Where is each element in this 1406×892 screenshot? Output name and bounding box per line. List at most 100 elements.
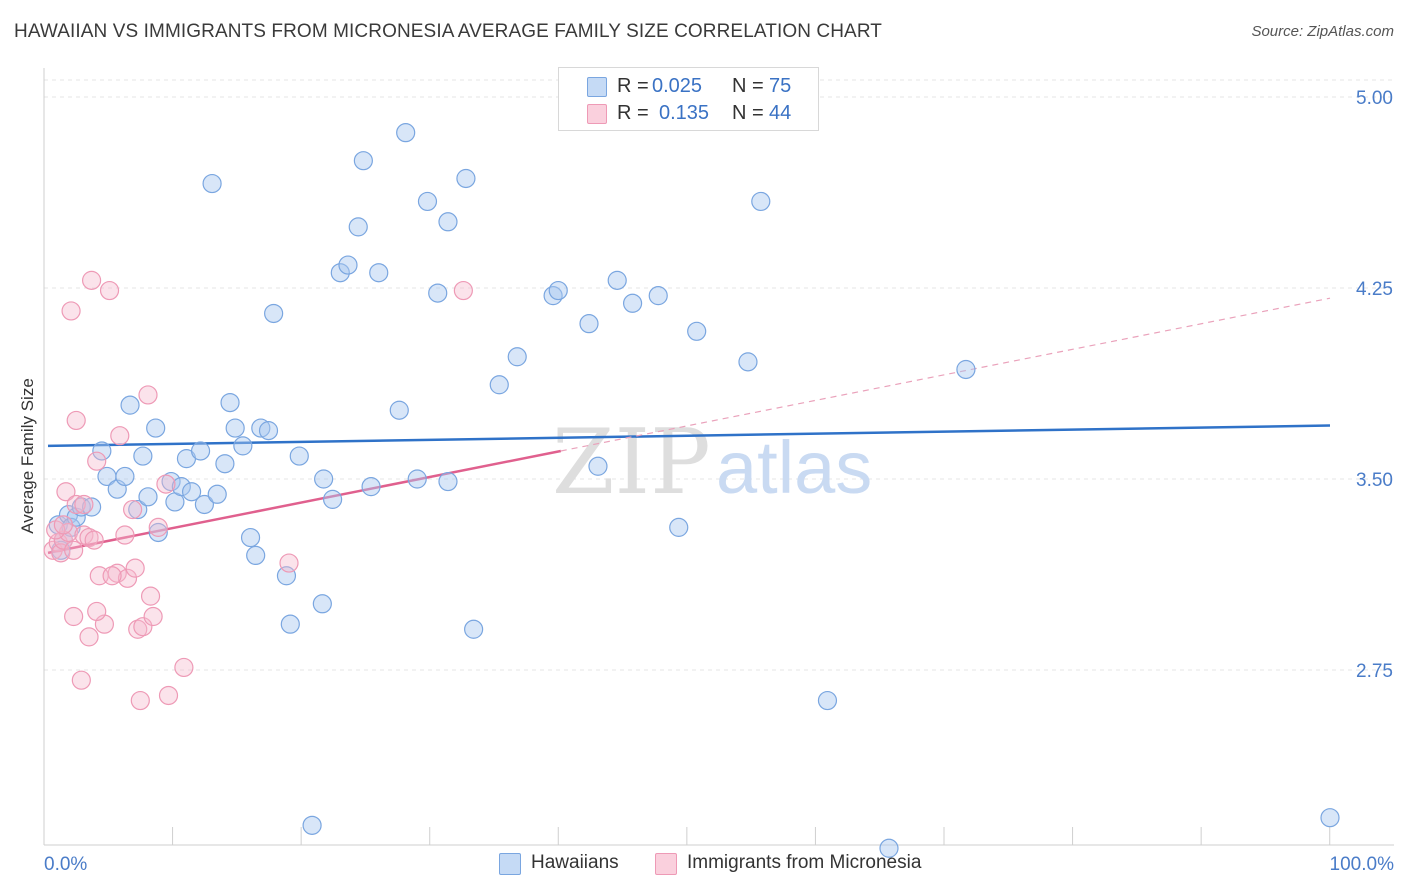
hawaiian-point: [361, 477, 381, 497]
micronesia-point: [64, 540, 84, 560]
bottom-legend-swatch-hawaiians: [499, 853, 521, 875]
hawaiian-point: [181, 482, 202, 502]
hawaiian-point: [92, 441, 112, 461]
micronesia-point: [99, 280, 120, 301]
micronesia-point: [279, 553, 299, 573]
hawaiian-point: [264, 303, 284, 324]
hawaiian-point: [330, 263, 350, 283]
micronesia-point: [107, 563, 127, 583]
hawaiian-point: [338, 255, 358, 275]
hawaiian-point: [428, 283, 448, 303]
hawaiian-point: [548, 280, 568, 301]
micronesia-point: [71, 670, 91, 690]
micronesia-point: [87, 451, 107, 471]
legend-n-value: 75: [769, 75, 792, 97]
y-tick-label: 2.75: [1356, 661, 1393, 682]
micronesia-point: [79, 627, 99, 647]
hawaiian-point: [225, 418, 245, 438]
hawaiian-point: [280, 614, 300, 634]
micronesia-point: [61, 301, 81, 321]
hawaiian-point: [1320, 808, 1340, 828]
hawaiian-point: [233, 436, 253, 456]
y-tick-label: 5.00: [1356, 88, 1393, 109]
hawaiian-point: [240, 527, 261, 548]
micronesia-point: [79, 527, 99, 548]
hawaiian-point: [289, 446, 309, 466]
micronesia-point: [81, 270, 102, 290]
micronesia-point: [133, 617, 153, 637]
hawaiian-point: [407, 469, 427, 489]
micronesia-point: [66, 494, 86, 515]
micronesia-point: [453, 280, 473, 301]
hawaiian-point: [956, 359, 976, 380]
micronesia-point: [102, 566, 122, 586]
source-credit: Source: ZipAtlas.com: [1251, 23, 1394, 40]
hawaiian-point: [579, 314, 599, 334]
hawaiian-point: [246, 545, 266, 566]
legend-r-label: R =: [617, 75, 649, 97]
legend-r-value: 0.025: [652, 75, 703, 97]
bottom-legend-label-micronesia: Immigrants from Micronesia: [687, 852, 922, 873]
correlation-legend: R = 0.025 N = 75 R = 0.135 N = 44: [558, 67, 819, 131]
y-axis-label: Average Family Size: [18, 378, 37, 534]
hawaiian-point: [751, 191, 771, 212]
micronesia-point: [115, 525, 135, 545]
hawaiian-point: [312, 594, 332, 614]
hawaiian-point: [220, 393, 240, 413]
hawaiian-point: [348, 217, 368, 237]
micronesia-point: [128, 619, 148, 639]
hawaiian-point: [417, 191, 438, 212]
micronesia-point: [87, 601, 107, 622]
hawaiian-point: [190, 441, 211, 461]
micronesia-point: [84, 530, 104, 550]
hawaiian-point: [738, 352, 758, 372]
hawaiian-point: [258, 421, 279, 441]
micronesia-point: [123, 499, 143, 520]
legend-r-label: R =: [617, 102, 649, 124]
micronesia-point: [110, 426, 130, 446]
hawaiian-point: [148, 522, 168, 543]
hawaiian-point: [456, 168, 476, 189]
legend-n-label: N =: [732, 75, 764, 97]
micronesia-point: [56, 482, 76, 502]
hawaiian-point: [369, 263, 389, 283]
watermark: ZIP atlas: [552, 410, 872, 515]
micronesia-point: [174, 657, 194, 678]
micronesia-point: [148, 517, 168, 537]
x-tick-marks: [43, 827, 1331, 845]
hawaiian-point: [438, 471, 458, 492]
hawaiian-point: [171, 477, 191, 497]
micronesia-point: [140, 586, 161, 606]
micronesia-point: [74, 525, 94, 545]
hawaiian-point: [389, 400, 409, 420]
hawaiian-point: [648, 286, 668, 306]
micronesia-point: [74, 494, 94, 515]
legend-n-label: N =: [732, 102, 764, 124]
hawaiian-point: [879, 838, 899, 858]
micronesia-point: [158, 685, 179, 706]
hawaiian-point: [396, 123, 416, 143]
hawaiian-point: [687, 321, 707, 341]
watermark-zip: ZIP: [552, 410, 711, 515]
hawaiian-point: [669, 517, 689, 537]
hawaiian-point: [489, 375, 509, 395]
legend-n-value: 44: [769, 102, 792, 124]
hawaiian-point: [302, 815, 322, 835]
hawaiian-point: [128, 499, 148, 520]
hawaiian-point: [202, 173, 222, 194]
hawaiian-point: [215, 454, 235, 474]
hawaiian-point: [207, 484, 227, 504]
hawaiian-point: [120, 395, 140, 415]
chart-title: HAWAIIAN VS IMMIGRANTS FROM MICRONESIA A…: [14, 21, 882, 42]
hawaiian-point: [622, 293, 643, 313]
hawaiian-point: [464, 619, 484, 639]
hawaiian-point: [353, 151, 373, 171]
micronesia-point: [117, 568, 138, 588]
hawaiian-point: [588, 456, 608, 476]
hawaiian-point: [323, 489, 343, 509]
micronesia-point: [130, 690, 150, 711]
y-tick-labels: 2.75 3.50 4.25 5.00: [1356, 88, 1393, 682]
micronesia-trend-extension: [560, 297, 1331, 452]
bottom-legend-swatch-micronesia: [655, 853, 677, 875]
